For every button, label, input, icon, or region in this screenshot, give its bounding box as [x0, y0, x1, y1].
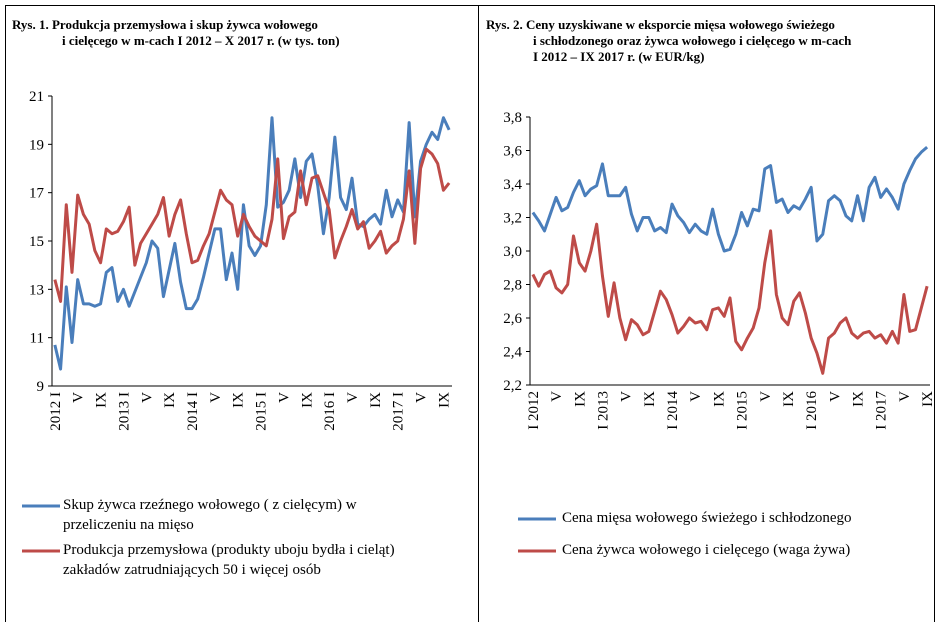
y-tick-label: 2,4: [503, 345, 522, 361]
legend-label: Produkcja przemysłowa (produkty uboju by…: [63, 542, 395, 578]
x-tick-label: V: [139, 392, 155, 403]
series-line: [53, 147, 451, 303]
x-tick-label: 2013 I: [116, 392, 132, 431]
y-tick-label: 3,0: [503, 244, 522, 260]
legend-label: Cena żywca wołowego i cielęcego (waga ży…: [562, 542, 851, 558]
x-tick-label: IX: [231, 392, 247, 408]
x-tick-label: V: [208, 392, 224, 403]
x-tick-label: IX: [94, 392, 110, 408]
y-tick-label: 2,2: [503, 378, 522, 394]
x-tick-label: IX: [572, 391, 588, 407]
legend-label: Cena mięsa wołowego świeżego i schłodzon…: [562, 510, 852, 526]
series-line: [531, 222, 929, 375]
x-tick-label: IX: [711, 391, 727, 407]
x-tick-label: V: [345, 392, 361, 403]
x-tick-label: IX: [299, 392, 315, 408]
x-tick-label: I 2016: [804, 391, 820, 430]
y-tick-label: 2,6: [503, 311, 522, 327]
y-tick-label: 3,8: [503, 110, 522, 126]
x-tick-label: V: [276, 392, 292, 403]
x-tick-label: 2016 I: [322, 392, 338, 431]
x-tick-label: V: [71, 392, 87, 403]
x-tick-label: V: [549, 391, 565, 402]
x-tick-label: I 2017: [874, 391, 890, 430]
x-tick-label: V: [827, 391, 843, 402]
x-tick-label: V: [688, 391, 704, 402]
x-tick-label: IX: [642, 391, 658, 407]
x-tick-label: V: [619, 391, 635, 402]
y-tick-label: 3,4: [503, 177, 522, 193]
x-tick-label: 2015 I: [254, 392, 270, 431]
x-tick-label: I 2015: [735, 391, 751, 430]
x-tick-label: IX: [781, 391, 797, 407]
x-tick-label: 2017 I: [391, 392, 407, 431]
y-tick-label: 2,8: [503, 278, 522, 294]
y-tick-label: 3,6: [503, 144, 522, 160]
series-line: [53, 116, 451, 371]
x-tick-label: IX: [436, 392, 452, 408]
x-tick-label: 2012 I: [48, 392, 64, 431]
y-tick-label: 9: [37, 379, 45, 395]
x-tick-label: I 2013: [595, 391, 611, 430]
y-tick-label: 17: [29, 186, 45, 202]
chart-title: Rys. 1. Produkcja przemysłowa i skup żyw…: [12, 17, 340, 48]
legend-label: Skup żywca rzeźnego wołowego ( z cielęcy…: [63, 497, 357, 533]
x-tick-label: IX: [162, 392, 178, 408]
y-tick-label: 15: [29, 234, 44, 250]
x-tick-label: IX: [851, 391, 867, 407]
x-tick-label: I 2012: [526, 391, 542, 430]
y-tick-label: 13: [29, 282, 44, 298]
x-tick-label: IX: [920, 391, 936, 407]
frame: [5, 5, 935, 622]
x-tick-label: I 2014: [665, 391, 681, 430]
chart-title: Rys. 2. Ceny uzyskiwane w eksporcie mięs…: [486, 17, 852, 64]
x-tick-label: IX: [368, 392, 384, 408]
y-tick-label: 11: [30, 331, 44, 347]
x-tick-label: V: [414, 392, 430, 403]
y-tick-label: 3,2: [503, 211, 522, 227]
y-tick-label: 19: [29, 137, 44, 153]
x-tick-label: V: [758, 391, 774, 402]
x-tick-label: 2014 I: [185, 392, 201, 431]
series-line: [531, 146, 929, 253]
x-tick-label: V: [897, 391, 913, 402]
y-tick-label: 21: [29, 89, 44, 105]
